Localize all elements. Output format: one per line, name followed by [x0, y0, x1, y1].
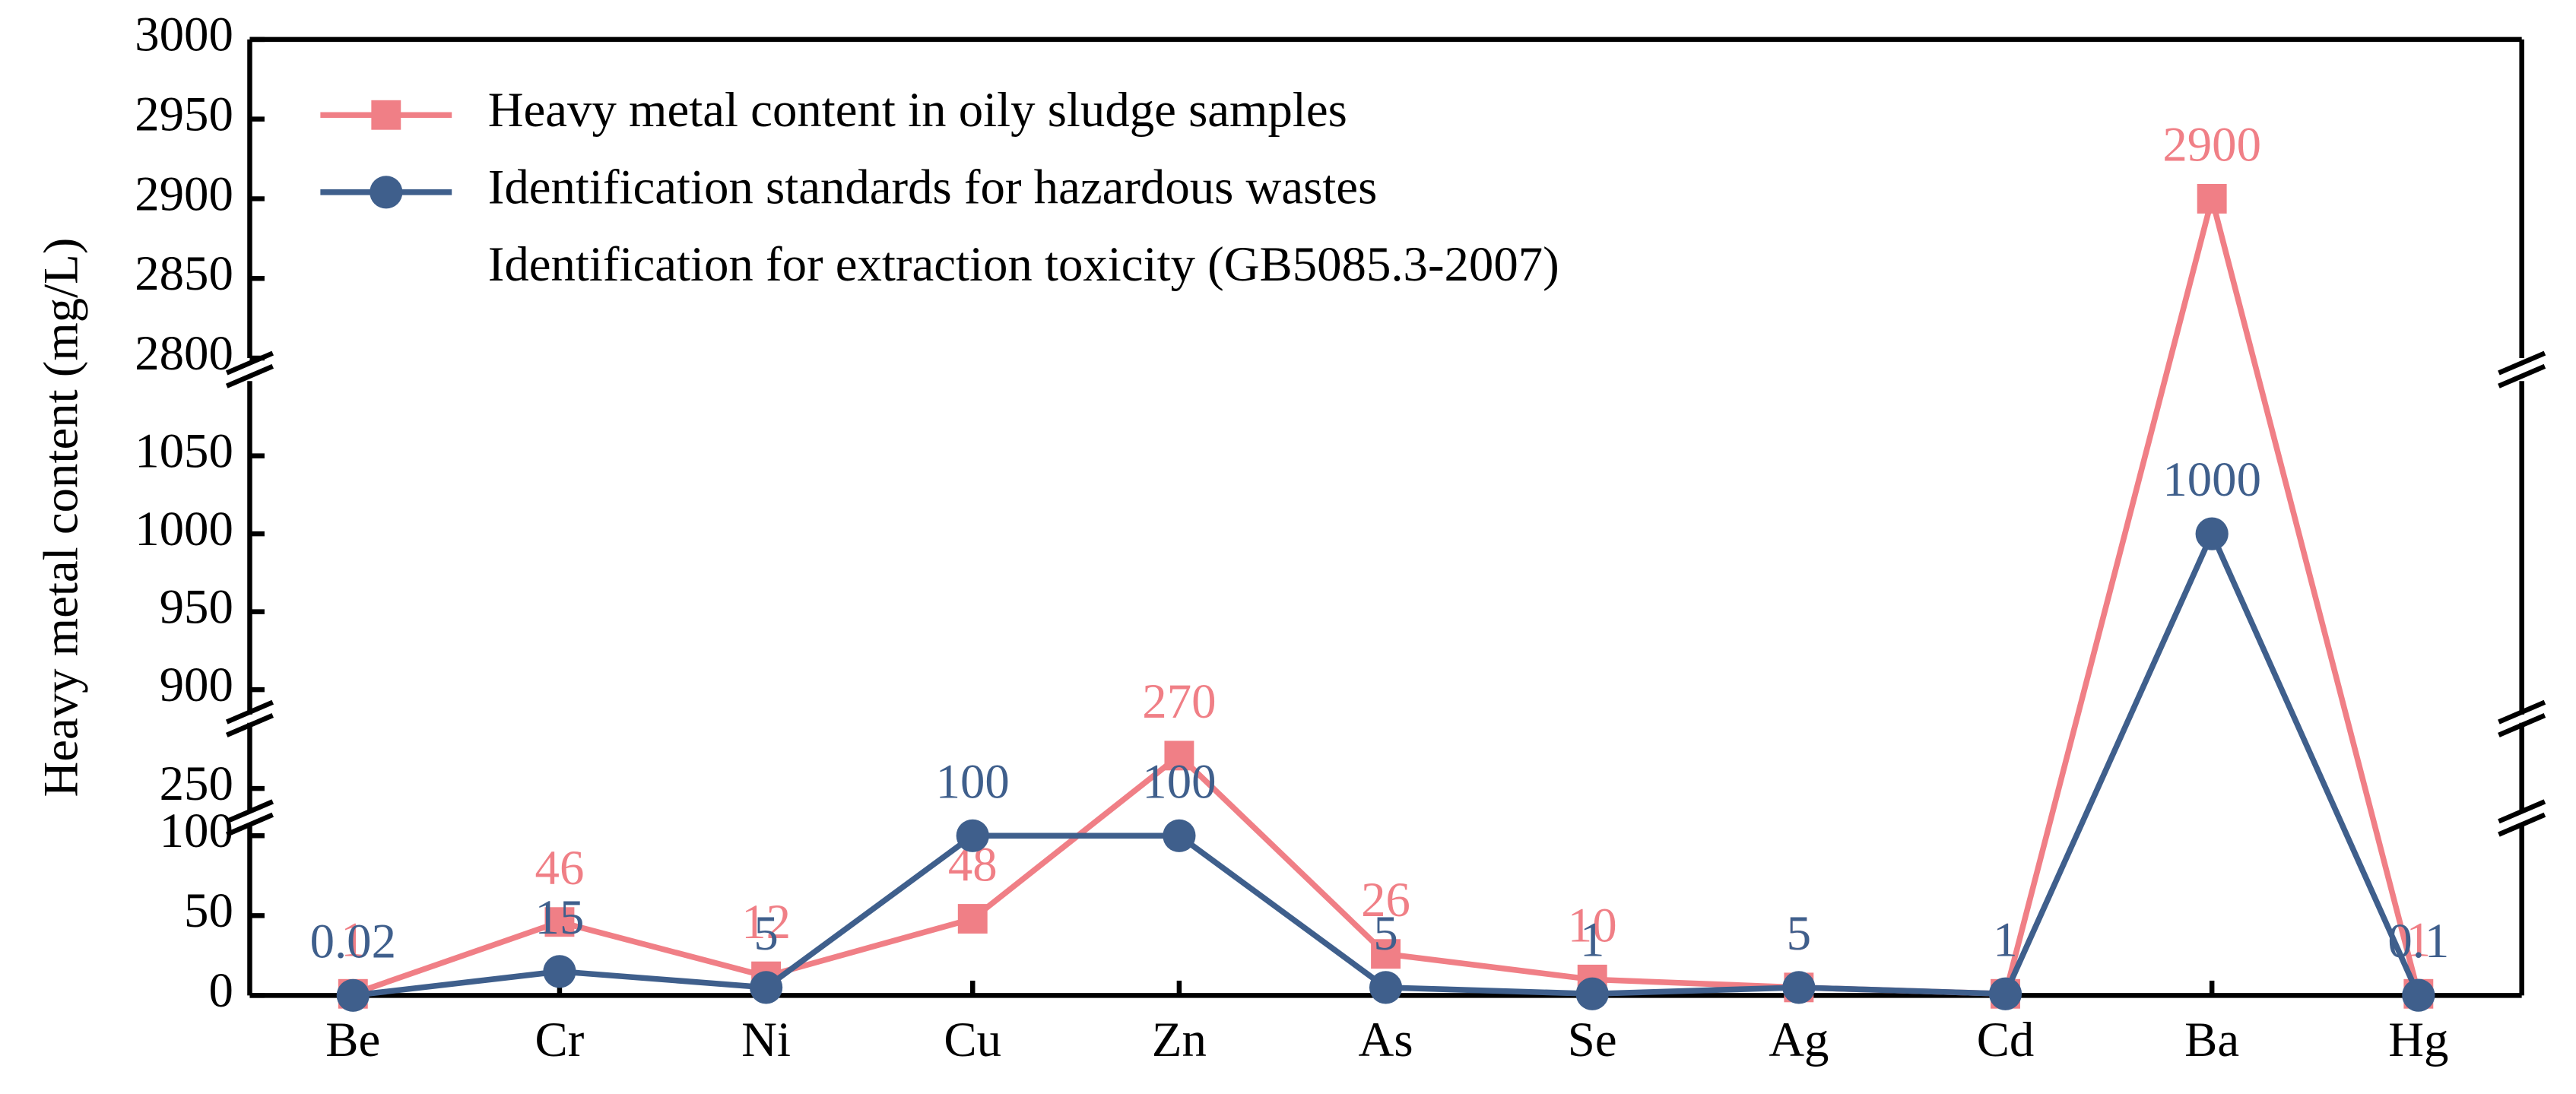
- data-point: [544, 907, 575, 937]
- data-label: 10: [1568, 898, 1617, 953]
- axis-break: [2498, 363, 2546, 388]
- data-label: 1: [1580, 912, 1604, 967]
- axis-break: [225, 699, 274, 725]
- data-point: [1575, 977, 1609, 1010]
- data-label: 5: [1787, 906, 1811, 961]
- axis-break: [2498, 712, 2546, 737]
- data-point: [543, 955, 576, 988]
- x-tick-label: As: [1359, 1013, 1413, 1067]
- axis-break: [225, 350, 274, 376]
- x-tick-label: Ag: [1769, 1013, 1829, 1067]
- data-point: [1369, 971, 1403, 1004]
- axis-break: [225, 363, 274, 388]
- y-tick-label: 100: [160, 804, 233, 858]
- data-label: 0.1: [2387, 914, 2449, 969]
- axis-break: [2498, 799, 2546, 824]
- axis-break: [2498, 699, 2546, 725]
- legend-marker: [371, 100, 401, 130]
- y-tick-label: 2850: [135, 246, 233, 301]
- data-label: 2900: [2162, 117, 2261, 172]
- y-tick-label: 250: [160, 756, 233, 811]
- y-tick-label: 1000: [135, 502, 233, 557]
- data-label: 46: [535, 841, 585, 896]
- data-label: 1: [341, 912, 365, 967]
- legend-marker: [370, 176, 403, 209]
- legend-subtitle: Identification for extraction toxicity (…: [488, 237, 1559, 292]
- data-point: [1782, 971, 1816, 1004]
- data-label: 100: [1142, 754, 1216, 809]
- axis-break: [225, 712, 274, 737]
- x-tick-label: Cu: [944, 1013, 1001, 1067]
- y-tick-label: 0: [208, 963, 233, 1018]
- data-point: [336, 978, 370, 1012]
- data-label: 26: [1361, 873, 1410, 928]
- data-point: [1164, 740, 1194, 771]
- x-tick-label: Zn: [1152, 1013, 1207, 1067]
- data-point: [956, 819, 989, 852]
- y-tick-label: 2800: [135, 326, 233, 381]
- y-tick-label: 950: [160, 579, 233, 634]
- data-label: 1: [1993, 912, 2017, 967]
- x-tick-label: Ba: [2184, 1013, 2239, 1067]
- data-point: [2197, 183, 2227, 214]
- data-label: 1: [2406, 912, 2431, 967]
- data-point: [2195, 517, 2229, 550]
- data-point: [1988, 977, 2022, 1010]
- data-point: [1371, 939, 1401, 969]
- y-tick-label: 1050: [135, 424, 233, 479]
- data-label: 5: [1373, 906, 1397, 961]
- data-label: 1000: [2162, 452, 2261, 507]
- legend-label: Heavy metal content in oily sludge sampl…: [488, 83, 1347, 138]
- x-tick-label: Se: [1568, 1013, 1617, 1067]
- data-label: 270: [1142, 674, 1216, 729]
- y-tick-label: 3000: [135, 8, 233, 62]
- data-label: 12: [741, 895, 791, 950]
- legend-label: Identification standards for hazardous w…: [488, 160, 1378, 215]
- y-tick-label: 50: [184, 883, 233, 938]
- y-axis-label: Heavy metal content (mg/L): [33, 238, 88, 798]
- data-label: 100: [936, 754, 1010, 809]
- x-tick-label: Cd: [1977, 1013, 2035, 1067]
- data-point: [2402, 978, 2435, 1012]
- data-point: [749, 971, 783, 1004]
- y-tick-label: 2900: [135, 166, 233, 221]
- data-label: 0.02: [310, 914, 396, 969]
- y-tick-label: 900: [160, 658, 233, 712]
- data-label: 1: [1993, 912, 2017, 967]
- x-tick-label: Hg: [2388, 1013, 2448, 1067]
- x-tick-label: Ni: [741, 1013, 791, 1067]
- data-label: 5: [753, 906, 778, 961]
- data-label: 15: [535, 890, 585, 945]
- axis-break: [2498, 350, 2546, 376]
- data-point: [957, 904, 988, 934]
- x-tick-label: Cr: [535, 1013, 585, 1067]
- data-label: 5: [1787, 906, 1811, 961]
- y-tick-label: 2950: [135, 87, 233, 142]
- axis-break: [225, 799, 274, 824]
- data-point: [1163, 819, 1196, 852]
- x-tick-label: Be: [325, 1013, 380, 1067]
- axis-break: [2498, 812, 2546, 837]
- axis-break: [225, 812, 274, 837]
